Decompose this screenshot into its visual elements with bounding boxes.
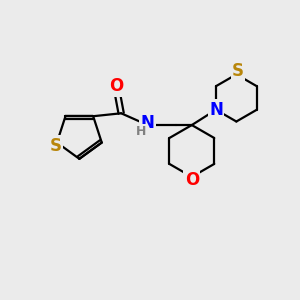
Text: N: N [209,101,223,119]
Text: O: O [110,77,124,95]
Text: O: O [185,171,199,189]
Text: N: N [141,114,154,132]
Text: S: S [232,62,244,80]
Text: S: S [50,136,61,154]
Text: H: H [136,125,146,138]
